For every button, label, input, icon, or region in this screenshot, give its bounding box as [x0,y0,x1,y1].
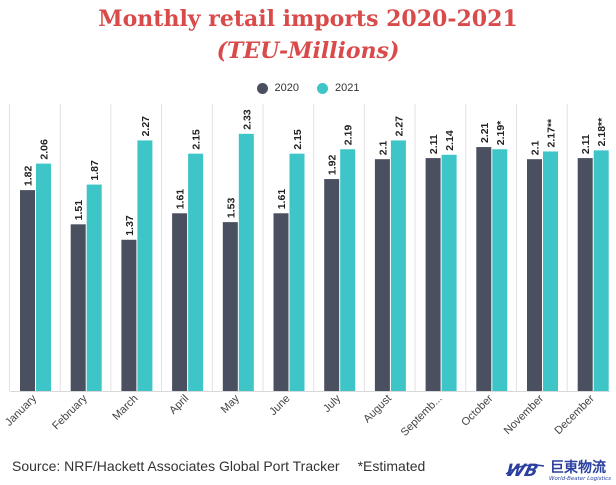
data-label: 2.27 [140,116,152,137]
bar-2020-november [527,159,542,391]
data-label: 2.18** [596,117,608,147]
data-label: 2.19 [343,125,355,146]
bar-2020-april [172,213,188,391]
bar-2021-septemb [441,154,457,391]
source-line: Source: NRF/Hackett Associates Global Po… [12,458,425,474]
data-label: 2.15 [292,129,304,150]
x-tick-label: August [361,393,394,426]
bar-2021-may [238,133,254,392]
bar-2021-december [593,150,609,391]
bar-2020-july [324,179,340,391]
x-tick-label: Septemb... [399,393,445,439]
data-label: 2.15 [191,129,203,150]
data-label: 2.17** [546,118,558,148]
bar-2020-septemb [425,158,441,391]
bar-2021-january [36,163,51,391]
bar-2021-june [289,153,305,391]
estimated-note: *Estimated [357,458,426,474]
bar-2020-march [121,239,137,391]
data-label: 2.19* [495,120,507,145]
data-label: 1.61 [276,189,288,210]
bar-2021-july [340,149,356,391]
bar-2020-january [20,190,35,391]
bar-2020-february [70,224,86,391]
x-tick-label: October [459,392,495,428]
source-text: Source: NRF/Hackett Associates Global Po… [12,458,340,474]
logo-tagline: World-Beater Logistics [549,476,611,482]
x-tick-label: March [110,393,140,423]
data-label: 1.82 [23,166,35,187]
bar-2020-june [273,213,289,391]
data-label: 2.06 [39,139,51,160]
data-label: 2.33 [241,109,253,130]
logo-name: 巨東物流 [550,459,606,476]
chart-title: Monthly retail imports 2020-2021 [98,6,518,32]
legend-label-2020: 2020 [274,82,299,94]
bar-2021-november [543,151,558,391]
bar-2020-october [476,147,492,391]
legend: 2020 2021 [0,82,616,94]
data-label: 2.1 [377,140,389,155]
bar-2021-april [188,153,204,391]
bar-2020-december [577,158,593,391]
data-label: 2.11 [428,134,440,154]
legend-item-2020: 2020 [256,82,299,94]
legend-item-2021: 2021 [317,82,359,94]
x-tick-label: July [321,392,344,415]
data-label: 1.51 [73,200,85,221]
x-tick-label: May [219,392,243,416]
chart-subtitle: (TEU-Millions) [216,38,400,64]
x-tick-label: June [267,393,292,418]
data-label: 1.61 [175,189,187,210]
data-label: 2.14 [444,130,456,151]
bar-2021-october [492,149,508,391]
data-label: 1.87 [89,160,101,181]
company-logo: WB 巨東物流 World-Beater Logistics [503,459,611,482]
data-label: 2.1 [530,140,542,155]
bar-2021-august [390,140,406,391]
data-label: 2.21 [479,122,491,143]
bar-2021-february [86,184,102,391]
bar-2020-august [374,159,390,391]
data-label: 2.11 [580,134,592,154]
data-label: 2.27 [393,116,405,137]
data-label: 1.53 [225,198,237,219]
logo-mark: WB [503,461,540,481]
x-tick-label: January [3,392,40,429]
x-tick-label: April [167,393,191,417]
x-tick-label: February [50,392,90,432]
legend-swatch-2021 [317,82,328,94]
data-label: 1.37 [124,215,136,236]
bar-2020-may [222,222,238,391]
legend-swatch-2020 [256,82,268,94]
x-tick-label: November [502,392,547,437]
data-label: 1.92 [327,154,339,175]
bar-2021-march [137,140,153,391]
legend-label-2021: 2021 [335,82,360,94]
x-tick-label: December [552,392,597,437]
